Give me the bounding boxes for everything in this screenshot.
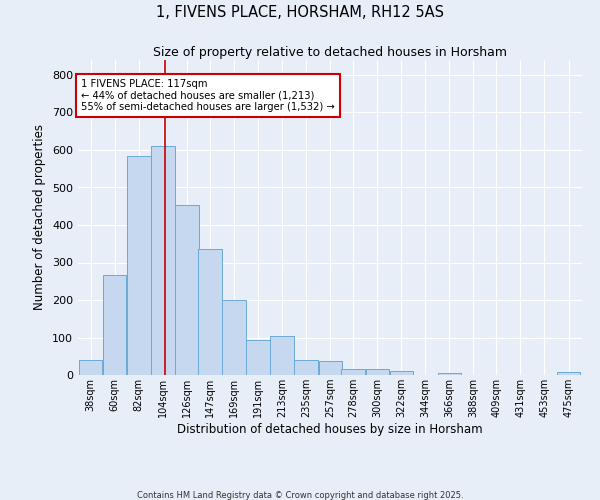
Bar <box>295 360 318 375</box>
Bar <box>437 373 461 375</box>
Bar <box>175 205 199 375</box>
Bar <box>223 300 245 375</box>
Text: Contains HM Land Registry data © Crown copyright and database right 2025.: Contains HM Land Registry data © Crown c… <box>137 490 463 500</box>
Bar <box>341 368 365 375</box>
Bar <box>198 250 221 375</box>
Bar <box>79 360 103 375</box>
Title: Size of property relative to detached houses in Horsham: Size of property relative to detached ho… <box>153 46 507 59</box>
Text: 1, FIVENS PLACE, HORSHAM, RH12 5AS: 1, FIVENS PLACE, HORSHAM, RH12 5AS <box>156 5 444 20</box>
Bar <box>557 372 580 375</box>
Bar <box>127 156 151 375</box>
Y-axis label: Number of detached properties: Number of detached properties <box>34 124 46 310</box>
X-axis label: Distribution of detached houses by size in Horsham: Distribution of detached houses by size … <box>177 423 483 436</box>
Text: 1 FIVENS PLACE: 117sqm
← 44% of detached houses are smaller (1,213)
55% of semi-: 1 FIVENS PLACE: 117sqm ← 44% of detached… <box>81 78 335 112</box>
Bar <box>319 361 342 375</box>
Bar <box>365 368 389 375</box>
Bar <box>389 371 413 375</box>
Bar <box>271 336 294 375</box>
Bar <box>151 146 175 375</box>
Bar <box>103 275 127 375</box>
Bar <box>247 340 269 375</box>
